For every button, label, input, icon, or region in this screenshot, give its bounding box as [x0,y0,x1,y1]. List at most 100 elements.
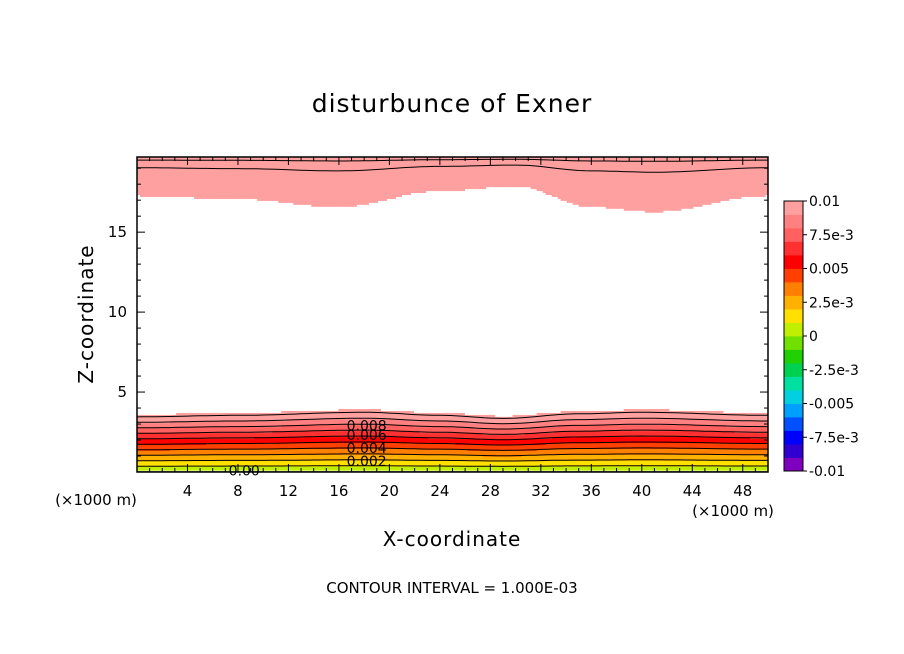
field-cell [152,466,156,471]
field-cell [485,434,490,440]
field-cell [392,448,396,455]
field-cell [203,460,207,467]
field-cell [608,430,613,438]
field-cell [383,157,387,201]
field-cell [299,430,303,438]
field-cell [356,436,360,444]
field-cell [230,466,234,471]
field-cell [707,454,712,461]
field-cell [194,412,198,422]
field-cell [464,460,469,467]
field-cell [395,410,400,420]
field-cell [377,454,381,461]
field-cell [644,466,649,471]
field-cell [260,420,264,428]
field-cell [437,448,442,455]
field-cell [695,430,700,438]
field-cell [662,430,667,438]
field-cell [251,438,255,444]
field-cell [458,412,463,422]
field-cell [698,436,703,444]
field-cell [629,157,634,211]
field-cell [428,448,433,455]
field-cell [701,460,706,467]
field-cell [443,466,448,471]
field-cell [281,424,285,432]
field-cell [647,454,652,461]
field-cell [533,157,538,190]
field-cell [629,436,634,444]
field-cell [428,460,433,467]
field-cell [656,460,661,467]
field-cell [722,466,727,471]
field-cell [353,409,357,420]
field-cell [455,460,460,467]
field-cell [701,454,706,461]
field-cell [461,432,466,440]
field-cell [314,460,318,467]
field-cell [626,454,631,461]
field-cell [524,438,529,446]
field-cell [755,412,760,422]
field-cell [512,460,517,467]
colorbar-swatch [784,349,803,364]
field-cell [173,444,177,449]
field-cell [470,157,475,190]
field-cell [584,418,589,426]
field-cell [467,432,472,440]
field-cell [215,432,219,440]
field-cell [164,426,168,434]
field-cell [422,432,427,438]
field-cell [260,412,264,422]
field-cell [137,426,141,434]
field-cell [719,420,724,426]
field-cell [518,438,523,446]
field-cell [194,157,198,199]
field-cell [194,426,198,434]
field-cell [137,422,141,428]
field-cell [497,428,502,436]
field-cell [206,466,210,471]
colorbar-swatch [784,363,803,377]
field-cell [680,460,685,467]
field-cell [191,412,195,422]
field-cell [569,410,574,420]
field-cell [194,432,198,440]
field-cell [425,460,430,467]
field-cell [269,412,273,422]
field-cell [338,454,342,461]
field-cell [302,410,306,420]
field-cell [722,420,727,426]
field-cell [290,466,294,471]
field-cell [686,442,691,449]
field-cell [206,438,210,444]
field-cell [194,466,198,471]
field-cell [215,454,219,461]
field-cell [749,442,754,449]
field-cell [527,460,532,467]
field-cell [710,442,715,449]
field-cell [413,460,418,467]
field-cell [476,454,481,461]
field-cell [518,460,523,467]
field-cell [152,460,156,467]
field-cell [686,460,691,467]
field-cell [335,442,339,449]
field-cell [548,460,553,467]
field-cell [668,448,673,455]
field-cell [185,448,189,455]
field-cell [632,442,637,449]
field-cell [224,466,228,471]
field-cell [446,448,451,455]
field-cell [497,416,502,424]
field-cell [560,454,565,461]
field-cell [674,442,679,449]
field-cell [317,157,321,207]
field-cell [275,157,279,201]
field-cell [413,454,418,461]
field-cell [518,450,523,457]
field-cell [605,418,610,426]
field-cell [620,460,625,467]
field-cell [203,448,207,455]
field-cell [287,436,291,444]
